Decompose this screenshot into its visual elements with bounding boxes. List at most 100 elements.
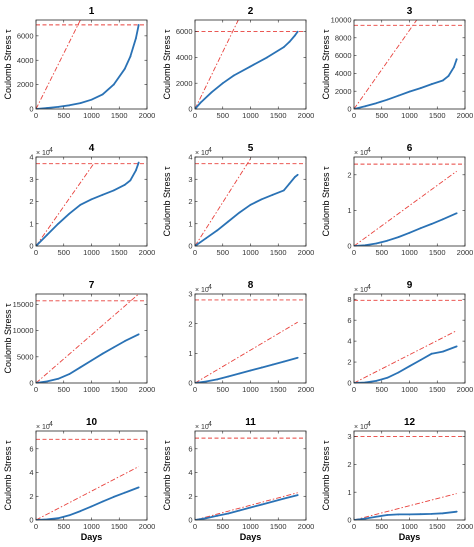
y-tick-label: 0 — [347, 516, 351, 525]
data-point — [282, 497, 285, 500]
series-line — [36, 162, 140, 246]
data-point — [90, 359, 93, 362]
data-point — [68, 514, 71, 517]
subplot-7: 7 0 500 1000 1500 2000 0 5000 10000 15000Coulomb … — [3, 280, 155, 394]
plot-frame — [353, 19, 466, 110]
data-point — [441, 512, 444, 515]
series-line — [195, 494, 298, 520]
rate-line — [195, 492, 298, 520]
subplot-1: 1 0 500 1000 1500 2000 0 2000 4000 6000 Coulomb St… — [3, 6, 155, 120]
y-multiplier: × 10 — [36, 424, 50, 431]
subplot-title: 12 — [404, 417, 416, 428]
data-point — [419, 87, 422, 89]
data-point — [123, 67, 126, 70]
y-axis-label: Coulomb Stress τ — [162, 440, 172, 511]
series-line — [36, 333, 140, 383]
data-point — [205, 517, 208, 520]
data-point — [430, 83, 433, 85]
y-tick-label: 10000 — [13, 326, 34, 335]
x-axis-label: Days — [81, 532, 103, 542]
x-tick-label: 500 — [57, 385, 70, 394]
data-point — [453, 66, 455, 69]
data-point — [46, 380, 48, 383]
x-tick-label: 0 — [352, 248, 356, 257]
data-point — [101, 500, 104, 503]
data-point — [216, 229, 219, 232]
subplot-3: 3 0 500 1000 1500 2000 0 2000 4000 6000 8000 10000C… — [321, 6, 473, 120]
data-point — [123, 340, 126, 343]
y-multiplier-exponent: 4 — [49, 421, 53, 428]
x-axis-label: Days — [240, 532, 262, 542]
data-point — [288, 182, 291, 185]
x-tick-label: 2000 — [139, 248, 156, 257]
x-tick-label: 1000 — [242, 385, 259, 394]
x-tick-label: 1000 — [83, 522, 100, 531]
y-tick-label: 2 — [188, 197, 192, 206]
y-tick-label: 0 — [29, 242, 33, 251]
y-tick-label: 2 — [188, 492, 192, 501]
data-point — [238, 509, 241, 512]
y-tick-label: 4000 — [176, 53, 193, 62]
y-tick-label: 0 — [29, 105, 33, 114]
x-tick-label: 1000 — [83, 385, 100, 394]
data-point — [249, 369, 252, 372]
data-point — [266, 56, 269, 59]
series-line — [195, 174, 299, 246]
x-tick-label: 2000 — [139, 522, 156, 531]
y-tick-label: 0 — [188, 242, 192, 251]
y-tick-label: 4 — [188, 468, 192, 477]
data-point — [129, 55, 132, 58]
rate-line — [195, 157, 252, 246]
y-multiplier-exponent: 4 — [367, 147, 371, 154]
y-axis-label: Coulomb Stress τ — [162, 29, 172, 100]
subplot-6: 6 0 500 1000 1500 2000 0 1 2 × 10 4 Coulomb Stress … — [321, 143, 473, 257]
y-tick-label: 6000 — [335, 51, 352, 60]
x-tick-label: 500 — [375, 522, 388, 531]
x-tick-label: 2000 — [457, 111, 474, 120]
subplot-2: 2 0 500 1000 1500 2000 0 2000 4000 6000 Coulomb St… — [162, 6, 314, 120]
y-tick-label: 1 — [347, 206, 351, 215]
x-tick-label: 2000 — [457, 522, 474, 531]
subplot-title: 11 — [245, 417, 256, 428]
series-line — [354, 58, 458, 109]
y-axis-label: Coulomb Stress τ — [162, 166, 172, 237]
y-tick-label: 4000 — [17, 56, 34, 65]
data-point — [79, 203, 82, 206]
rate-line — [36, 466, 139, 520]
data-point — [364, 244, 366, 246]
data-point — [46, 107, 48, 109]
x-tick-label: 1500 — [111, 522, 128, 531]
y-axis-label: Coulomb Stress τ — [321, 166, 331, 237]
x-tick-label: 0 — [352, 522, 356, 531]
x-tick-label: 1000 — [401, 522, 418, 531]
y-multiplier-exponent: 4 — [208, 147, 212, 154]
y-tick-label: 6 — [188, 444, 192, 453]
data-point — [386, 239, 389, 242]
data-point — [227, 220, 230, 223]
y-multiplier: × 10 — [195, 287, 209, 294]
x-tick-label: 2000 — [139, 385, 156, 394]
data-point — [408, 365, 411, 368]
y-tick-label: 0 — [347, 379, 351, 388]
subplot-title: 7 — [89, 280, 95, 291]
rate-line — [195, 321, 298, 383]
data-point — [282, 360, 285, 363]
data-point — [227, 512, 230, 515]
y-axis-label: Coulomb Stress τ — [3, 29, 13, 100]
subplot-title: 4 — [89, 143, 95, 154]
data-point — [249, 506, 252, 509]
y-tick-label: 1 — [188, 219, 192, 228]
y-tick-label: 4000 — [335, 69, 352, 78]
y-tick-label: 0 — [29, 516, 33, 525]
y-tick-label: 6000 — [176, 27, 193, 36]
data-point — [101, 352, 104, 355]
data-point — [375, 515, 378, 518]
data-point — [68, 373, 71, 375]
y-tick-label: 0 — [188, 379, 192, 388]
x-tick-label: 1000 — [242, 248, 259, 257]
data-point — [238, 372, 241, 375]
data-point — [129, 179, 132, 182]
x-tick-label: 1000 — [242, 522, 259, 531]
